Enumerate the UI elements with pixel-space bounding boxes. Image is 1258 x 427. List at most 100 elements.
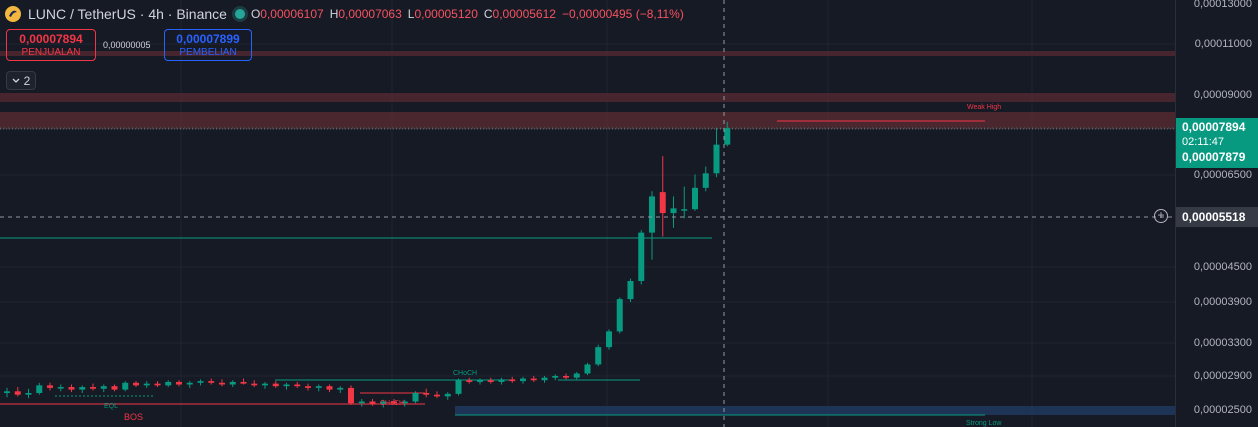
demand-zone xyxy=(455,406,1175,415)
candle-body xyxy=(240,381,247,384)
candle-body xyxy=(165,381,172,386)
candle-body xyxy=(412,393,419,402)
last-price-tag: 0,00007894 02:11:47 0,00007879 xyxy=(1176,118,1258,168)
choch-label-1: CHoCH xyxy=(453,370,478,377)
candle-body xyxy=(434,394,440,397)
candle-body xyxy=(79,387,86,390)
candle-body xyxy=(563,376,569,378)
axis-tick: 0,00013000 xyxy=(1193,0,1252,10)
price-chart[interactable] xyxy=(0,0,1175,427)
candle-body xyxy=(36,385,43,393)
candle-body xyxy=(229,381,236,385)
candle-body xyxy=(100,386,107,389)
last-price-value: 0,00007894 xyxy=(1182,120,1246,134)
ohlc-high: H0,00007063 xyxy=(329,7,402,21)
candle-body xyxy=(713,144,720,174)
candle-body xyxy=(724,128,731,145)
candle-body xyxy=(498,379,505,382)
axis-tick: 0,00003900 xyxy=(1193,296,1252,308)
candle-body xyxy=(294,384,301,387)
candle-body xyxy=(111,386,118,390)
candle-body xyxy=(455,380,462,394)
candle-body xyxy=(423,393,430,395)
candle-body xyxy=(348,387,354,404)
ohlc-open: O0,00006107 xyxy=(250,7,324,21)
candle-body xyxy=(68,387,75,390)
buy-label: PEMBELIAN xyxy=(179,47,237,58)
spread-value: 0,00000005 xyxy=(103,40,151,50)
strong-low-label: Strong Low xyxy=(966,420,1002,427)
candle-body xyxy=(477,380,483,382)
candle-body xyxy=(584,364,591,374)
supply-zone-weak-high xyxy=(0,112,1175,129)
candle-body xyxy=(649,196,655,233)
last-price-sub: 0,00007879 xyxy=(1182,150,1246,164)
candle-body xyxy=(380,401,387,405)
candle-body xyxy=(251,383,258,386)
weak-high-label: Weak High xyxy=(967,104,1002,111)
candle-body xyxy=(262,383,268,386)
buy-button[interactable]: 0,00007899 PEMBELIAN xyxy=(164,29,252,61)
candle-body xyxy=(208,381,215,383)
candle-body xyxy=(638,232,645,281)
indicators-count: 2 xyxy=(23,73,31,88)
candle-body xyxy=(133,382,139,386)
candle-body xyxy=(391,401,397,404)
candle-body xyxy=(520,378,526,382)
lunc-logo-icon xyxy=(5,6,21,22)
sell-button[interactable]: 0,00007894 PENJUALAN xyxy=(6,29,96,61)
candle-body xyxy=(552,376,559,378)
axis-tick: 0,00004500 xyxy=(1193,261,1252,273)
candle-body xyxy=(197,381,204,383)
bos-label: BOS xyxy=(124,412,144,422)
supply-zone-top xyxy=(0,51,1175,56)
candle-body xyxy=(692,187,698,210)
sell-price: 0,00007894 xyxy=(19,32,83,46)
chevron-down-icon xyxy=(12,78,20,83)
ohlc-low: L0,00005120 xyxy=(407,7,478,21)
candle-body xyxy=(47,385,53,388)
candle-body xyxy=(530,378,537,381)
candle-body xyxy=(14,391,21,395)
bar-countdown: 02:11:47 xyxy=(1182,136,1225,148)
candle-body xyxy=(154,383,161,386)
axis-tick: 0,00003300 xyxy=(1193,337,1252,349)
candle-body xyxy=(681,209,688,211)
supply-zones xyxy=(0,51,1175,130)
supply-zone-mid xyxy=(0,93,1175,102)
axis-tick: 0,00011000 xyxy=(1194,38,1252,50)
candles xyxy=(4,121,731,408)
price-axis[interactable]: 0,00013000 0,00011000 0,00009000 0,00006… xyxy=(1175,0,1258,427)
axis-tick: 0,00009000 xyxy=(1193,89,1252,101)
candle-body xyxy=(670,208,677,214)
candle-body xyxy=(487,380,494,382)
axis-tick: 0,00002500 xyxy=(1193,404,1252,416)
axis-tick: 0,00002900 xyxy=(1193,370,1252,382)
candle-body xyxy=(25,393,32,395)
candle-body xyxy=(573,373,580,378)
candle-body xyxy=(305,386,311,388)
candle-body xyxy=(509,379,516,382)
candle-body xyxy=(315,386,322,388)
candle-body xyxy=(444,393,451,397)
candle-body xyxy=(401,401,408,404)
candle-body xyxy=(369,401,376,405)
candle-body xyxy=(627,281,634,300)
candle-body xyxy=(176,381,182,385)
symbol-title[interactable]: LUNC / TetherUS · 4h · Binance xyxy=(28,6,227,22)
ohlc-change: −0,00000495 (−8,11%) xyxy=(561,7,684,21)
candle-body xyxy=(219,382,225,385)
indicators-toggle-button[interactable]: 2 xyxy=(6,71,36,90)
candle-body xyxy=(616,299,623,332)
candle-body xyxy=(595,347,602,365)
buy-price: 0,00007899 xyxy=(176,32,240,46)
axis-tick: 0,00006500 xyxy=(1193,169,1252,181)
candle-body xyxy=(90,387,96,389)
candle-body xyxy=(122,382,129,390)
sell-label: PENJUALAN xyxy=(21,47,81,58)
market-status-icon xyxy=(234,9,245,19)
add-price-icon[interactable]: + xyxy=(1154,209,1168,223)
candle-body xyxy=(606,331,612,348)
candle-body xyxy=(337,387,344,390)
candle-body xyxy=(57,387,64,389)
